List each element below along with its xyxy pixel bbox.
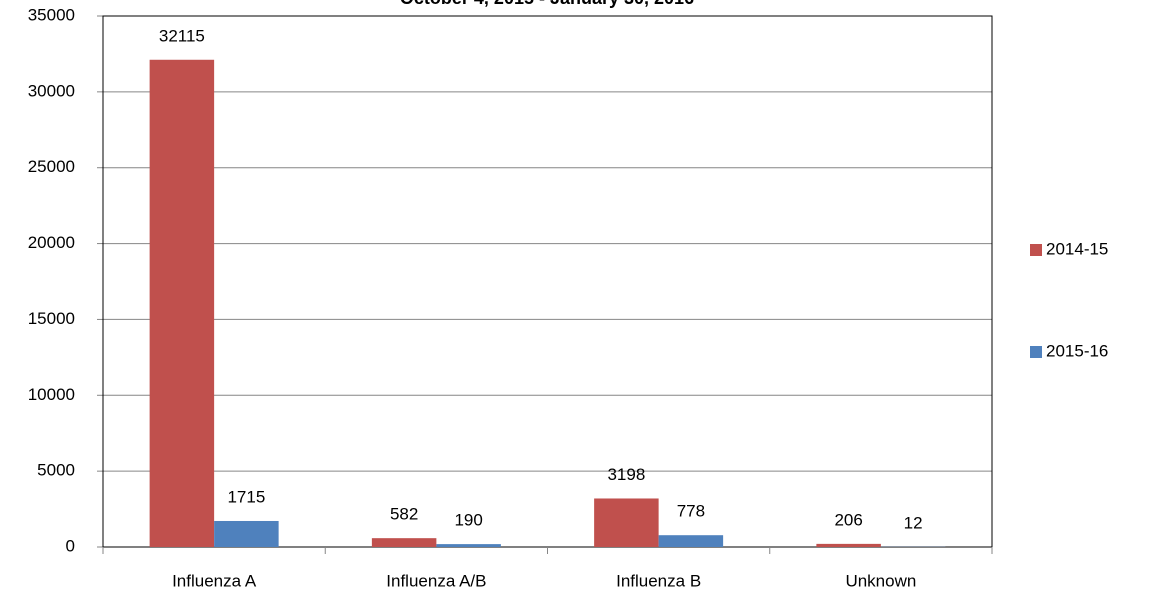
data-label: 778 (677, 502, 705, 521)
bar (371, 538, 437, 547)
y-tick-label: 35000 (28, 5, 75, 24)
bar (214, 520, 279, 547)
bar (594, 498, 659, 547)
y-tick-label: 0 (66, 536, 75, 555)
data-label: 3198 (607, 465, 645, 484)
legend-swatch (1030, 346, 1042, 358)
legend-label: 2014-15 (1046, 239, 1108, 258)
data-label: 582 (390, 505, 418, 524)
chart-title: October 4, 2015 - January 30, 2016 (400, 0, 694, 8)
data-label: 1715 (227, 487, 265, 506)
legend-swatch (1030, 244, 1042, 256)
legend-label: 2015-16 (1046, 341, 1108, 360)
y-tick-label: 15000 (28, 309, 75, 328)
bar (816, 543, 881, 547)
data-label: 190 (454, 511, 482, 530)
x-tick-label: Influenza B (616, 571, 701, 590)
y-tick-label: 20000 (28, 233, 75, 252)
y-tick-label: 5000 (37, 461, 75, 480)
data-label: 12 (904, 513, 923, 532)
data-label: 32115 (159, 26, 205, 45)
bar (149, 59, 215, 548)
x-tick-label: Unknown (845, 571, 916, 590)
bar (436, 544, 501, 547)
x-tick-label: Influenza A (172, 571, 257, 590)
data-label: 206 (834, 510, 862, 529)
y-tick-label: 10000 (28, 385, 75, 404)
bar (658, 535, 724, 547)
y-tick-label: 30000 (28, 81, 75, 100)
x-tick-label: Influenza A/B (386, 571, 486, 590)
y-tick-label: 25000 (28, 157, 75, 176)
